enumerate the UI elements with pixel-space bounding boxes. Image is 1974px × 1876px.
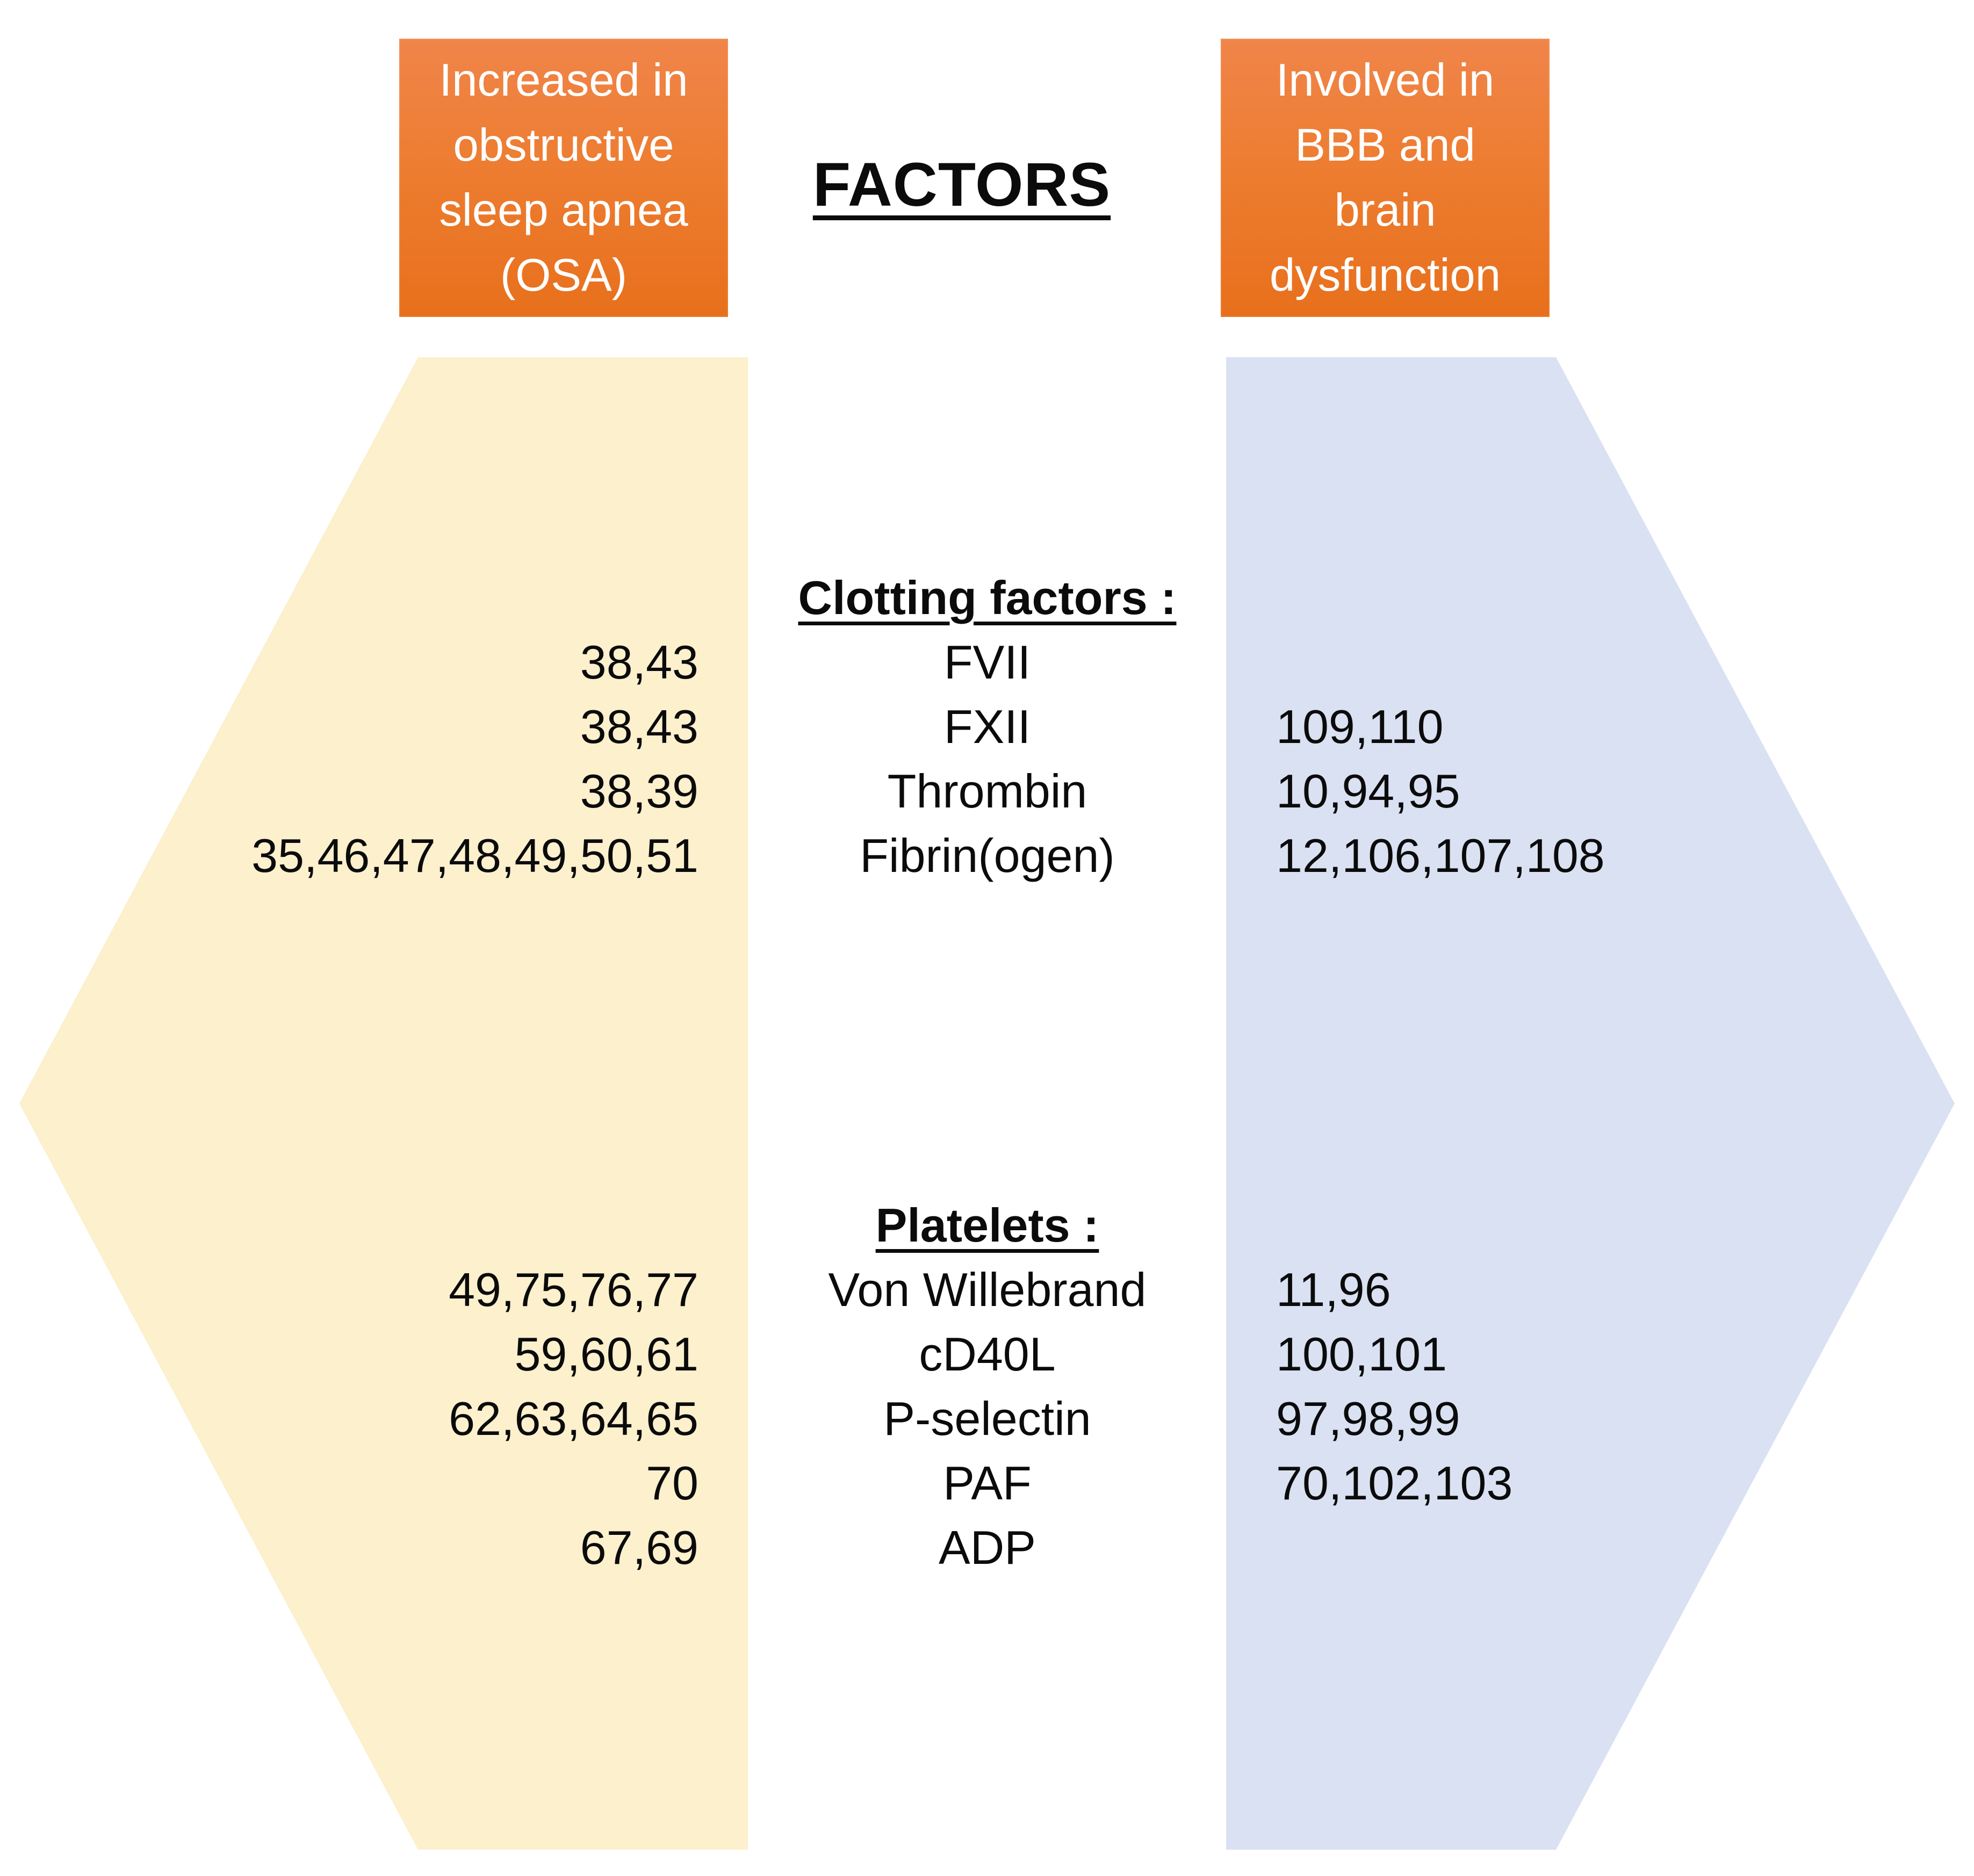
bbb-arrow-shape <box>1226 357 1955 1850</box>
factor-row: 35,46,47,48,49,50,51 Fibrin(ogen) 12,106… <box>0 824 1974 888</box>
group-header-row: Platelets : <box>0 1193 1974 1258</box>
bbb-box-line: BBB and <box>1295 120 1475 171</box>
osa-refs: 35,46,47,48,49,50,51 <box>251 829 698 882</box>
osa-box-line: Increased in <box>439 55 688 106</box>
bbb-refs <box>1276 1516 1974 1580</box>
osa-refs: 62,63,64,65 <box>449 1392 698 1445</box>
bbb-box-line: dysfunction <box>1270 250 1501 301</box>
bbb-box-line: Involved in <box>1276 55 1495 106</box>
factor-row: 38,43 FXII 109,110 <box>0 695 1974 759</box>
osa-refs-empty <box>0 566 698 630</box>
bbb-refs: 97,98,99 <box>1276 1392 1460 1445</box>
osa-refs: 38,43 <box>580 636 698 689</box>
bbb-refs: 100,101 <box>1276 1327 1447 1381</box>
bbb-refs: 11,96 <box>1276 1263 1391 1316</box>
factor-label: FXII <box>943 700 1031 753</box>
osa-box-line: (OSA) <box>500 250 628 301</box>
factor-row: 38,39 Thrombin 10,94,95 <box>0 759 1974 824</box>
platelets-header: Platelets : <box>875 1199 1099 1252</box>
factor-label: PAF <box>943 1456 1032 1510</box>
bbb-refs: 109,110 <box>1276 700 1444 753</box>
factor-label: P-selectin <box>883 1392 1091 1445</box>
osa-refs-empty <box>0 1193 698 1258</box>
factor-label: ADP <box>939 1521 1036 1574</box>
osa-refs: 49,75,76,77 <box>449 1263 698 1316</box>
bbb-box-line: brain <box>1334 185 1436 236</box>
factor-label: cD40L <box>919 1327 1056 1381</box>
clotting-factors-header: Clotting factors : <box>798 571 1177 624</box>
factor-label: Von Willebrand <box>828 1263 1147 1316</box>
bbb-refs: 12,106,107,108 <box>1276 829 1605 882</box>
platelets-group: Platelets : 49,75,76,77 Von Willebrand 1… <box>0 1193 1974 1580</box>
factor-label: Thrombin <box>887 764 1087 818</box>
osa-refs: 70 <box>646 1456 698 1510</box>
osa-refs: 59,60,61 <box>514 1327 698 1381</box>
osa-header-box: Increased in obstructive sleep apnea (OS… <box>399 39 728 317</box>
osa-refs: 38,43 <box>580 700 698 753</box>
factor-label: FVII <box>943 636 1031 689</box>
group-header-row: Clotting factors : <box>0 566 1974 630</box>
factor-row: 59,60,61 cD40L 100,101 <box>0 1322 1974 1387</box>
factor-row: 49,75,76,77 Von Willebrand 11,96 <box>0 1258 1974 1322</box>
factor-row: 62,63,64,65 P-selectin 97,98,99 <box>0 1387 1974 1451</box>
osa-box-line: obstructive <box>453 120 674 171</box>
bbb-refs-empty <box>1276 566 1974 630</box>
bbb-refs <box>1276 630 1974 695</box>
bbb-refs-empty <box>1276 1193 1974 1258</box>
osa-refs: 67,69 <box>580 1521 698 1574</box>
factor-row: 38,43 FVII <box>0 630 1974 695</box>
osa-refs: 38,39 <box>580 764 698 818</box>
figure-title: FACTORS <box>812 150 1111 219</box>
factor-row: 67,69 ADP <box>0 1516 1974 1580</box>
factor-row: 70 PAF 70,102,103 <box>0 1451 1974 1516</box>
bbb-header-box: Involved in BBB and brain dysfunction <box>1221 39 1550 317</box>
osa-arrow-shape <box>19 357 748 1850</box>
bbb-refs: 70,102,103 <box>1276 1456 1513 1510</box>
osa-box-line: sleep apnea <box>439 185 688 236</box>
clotting-factors-group: Clotting factors : 38,43 FVII 38,43 FXII… <box>0 566 1974 888</box>
factor-label: Fibrin(ogen) <box>860 829 1115 882</box>
bbb-refs: 10,94,95 <box>1276 764 1460 818</box>
